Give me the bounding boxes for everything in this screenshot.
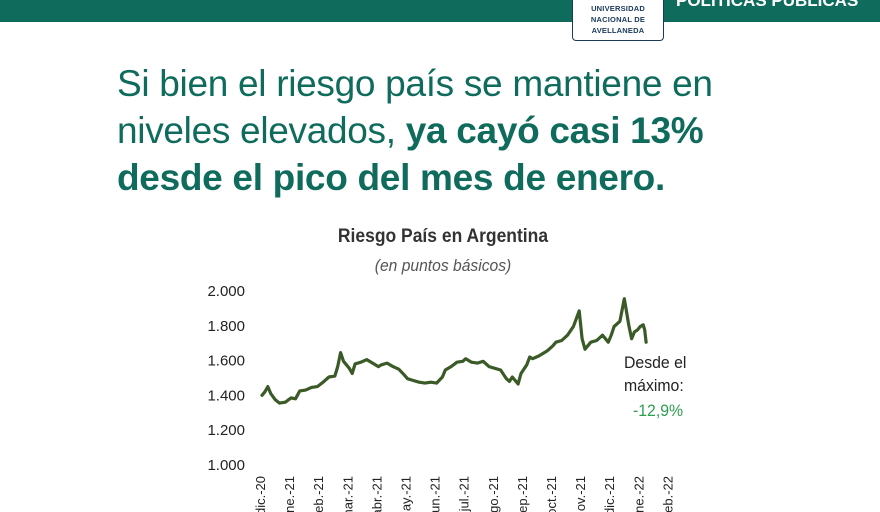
university-logo: UNIVERSIDAD NACIONAL DE AVELLANEDA [572, 0, 664, 41]
x-tick-label: ene.-21 [282, 476, 297, 512]
x-tick-label: dic.-20 [253, 476, 268, 512]
logo-line-3: AVELLANEDA [591, 26, 645, 35]
x-tick-label: ago.-21 [486, 476, 501, 512]
x-tick-label: feb.-21 [311, 476, 326, 512]
y-tick-label: 1.400 [207, 387, 245, 404]
headline-bold: ya cayó casi 13% desde el pico del mes d… [117, 110, 704, 198]
series-line [260, 297, 648, 405]
y-tick-label: 1.600 [207, 353, 245, 370]
y-tick-label: 1.200 [207, 422, 245, 439]
y-tick-label: 1.800 [207, 318, 245, 335]
x-tick-label: nov.-21 [573, 476, 588, 512]
x-tick-label: ene.-22 [631, 476, 646, 512]
annotation-line-2: máximo: [624, 376, 684, 395]
logo-line-1: UNIVERSIDAD [591, 4, 645, 13]
y-tick-label: 1.000 [207, 457, 245, 474]
x-tick-label: mar.-21 [340, 476, 355, 512]
x-tick-label: may.-21 [399, 476, 414, 512]
chart-title: Riesgo País en Argentina [337, 226, 549, 247]
x-tick-label: abr.-21 [369, 476, 384, 512]
x-tick-label: jul.-21 [457, 476, 472, 512]
x-tick-label: feb.-22 [660, 476, 675, 512]
y-tick-label: 2.000 [207, 283, 245, 300]
headline: Si bien el riesgo país se mantiene en ni… [117, 60, 817, 201]
x-tick-label: sep.-21 [515, 476, 530, 512]
chart-subtitle: (en puntos básicos) [374, 256, 512, 275]
x-tick-label: dic.-21 [602, 476, 617, 512]
x-tick-label: jun.-21 [428, 476, 443, 512]
logo-line-2: NACIONAL DE [590, 15, 646, 24]
annotation-line-1: Desde el [624, 353, 687, 372]
annotation-value: -12,9% [633, 401, 684, 420]
x-tick-label: oct.-21 [544, 476, 559, 512]
headline-regular: Si bien el riesgo país se mantiene en ni… [117, 63, 713, 151]
section-tag: POLÍTICAS PÚBLICAS [676, 0, 859, 10]
